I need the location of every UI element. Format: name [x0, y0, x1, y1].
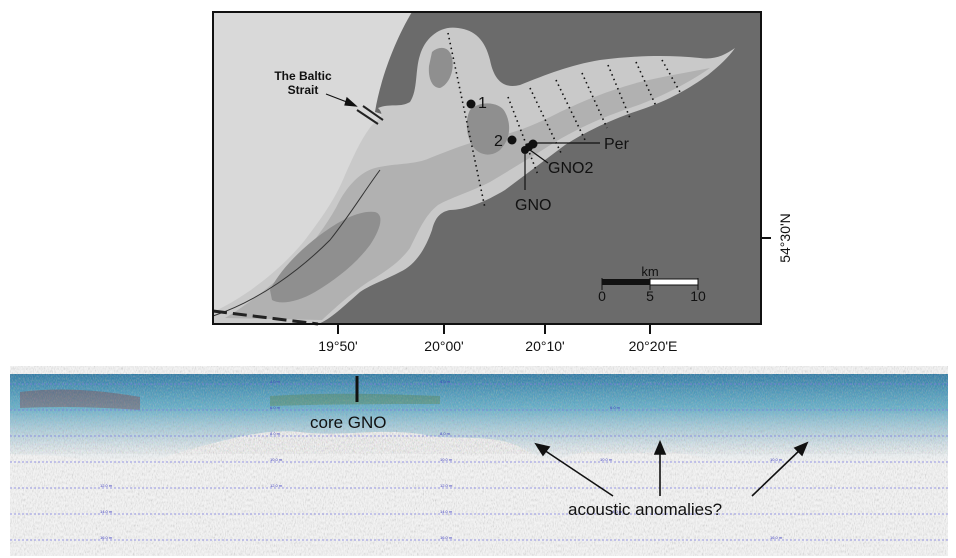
svg-text:16.0 m: 16.0 m	[440, 535, 453, 540]
dashed-boundary	[212, 309, 319, 326]
svg-text:14.0 m: 14.0 m	[100, 509, 113, 514]
lat-label: 54°30'N	[777, 213, 793, 263]
svg-text:10.0 m: 10.0 m	[770, 457, 783, 462]
spit-shoreline	[212, 169, 381, 317]
svg-text:8.0 m: 8.0 m	[270, 431, 281, 436]
station-per-marker	[528, 139, 538, 149]
svg-text:16.0 m: 16.0 m	[770, 535, 783, 540]
anomaly-arrows	[534, 439, 809, 497]
station-2-marker	[507, 135, 517, 145]
scale-bar	[601, 278, 699, 290]
surface-reflection-2	[270, 393, 440, 406]
strait-structure	[356, 105, 384, 125]
scale-tick-5: 5	[646, 288, 654, 304]
station-gno2-label: GNO2	[548, 160, 593, 177]
svg-text:4.0 m: 4.0 m	[440, 379, 451, 384]
station-per-label: Per	[604, 136, 630, 153]
lagoon-deep-central	[466, 103, 510, 155]
station-gno-label: GNO	[515, 197, 551, 214]
svg-text:6.0 m: 6.0 m	[610, 405, 621, 410]
svg-text:10.0 m: 10.0 m	[600, 457, 613, 462]
scale-unit: km	[641, 264, 658, 279]
anomaly-label: acoustic anomalies?	[568, 500, 722, 519]
station-leader-lines	[524, 142, 600, 190]
station-1-marker	[466, 99, 476, 109]
scale-tick-0: 0	[598, 288, 606, 304]
svg-text:10.0 m: 10.0 m	[440, 457, 453, 462]
strait-label: The Baltic	[274, 69, 332, 83]
lon-label-1950: 19°50'	[318, 338, 357, 354]
svg-text:10.0 m: 10.0 m	[270, 457, 283, 462]
lon-label-2010: 20°10'	[525, 338, 564, 354]
strait-label-line2: Strait	[288, 83, 319, 97]
lon-label-2000: 20°00'	[424, 338, 463, 354]
depth-grid	[10, 383, 948, 541]
depth-grid-labels: 4.0 m 4.0 m 6.0 m 6.0 m 8.0 m 8.0 m 10.0…	[100, 379, 783, 540]
acoustic-profile: 4.0 m 4.0 m 6.0 m 6.0 m 8.0 m 8.0 m 10.0…	[10, 366, 948, 556]
sediment-texture	[10, 374, 948, 454]
surface-reflection	[20, 389, 140, 410]
svg-text:16.0 m: 16.0 m	[100, 535, 113, 540]
scale-tick-10: 10	[690, 288, 706, 304]
svg-text:12.0 m: 12.0 m	[440, 483, 453, 488]
lagoon-deep-north	[428, 47, 453, 88]
strait-arrow	[325, 93, 358, 107]
map-frame	[212, 11, 762, 325]
survey-transects	[447, 32, 681, 209]
lagoon-map: The Baltic Strait 1 2 Per GNO2 GNO km 0 …	[212, 11, 793, 354]
core-label: core GNO	[310, 413, 387, 432]
svg-text:12.0 m: 12.0 m	[100, 483, 113, 488]
longitude-ticks	[337, 324, 651, 334]
svg-text:14.0 m: 14.0 m	[610, 509, 623, 514]
svg-text:14.0 m: 14.0 m	[440, 509, 453, 514]
station-2-label: 2	[494, 133, 503, 150]
svg-text:8.0 m: 8.0 m	[440, 431, 451, 436]
lon-label-2020: 20°20'E	[629, 338, 678, 354]
station-1-label: 1	[478, 95, 487, 112]
lagoon-deep-southwest	[270, 211, 381, 303]
svg-text:12.0 m: 12.0 m	[270, 483, 283, 488]
svg-text:4.0 m: 4.0 m	[270, 379, 281, 384]
svg-text:6.0 m: 6.0 m	[270, 405, 281, 410]
